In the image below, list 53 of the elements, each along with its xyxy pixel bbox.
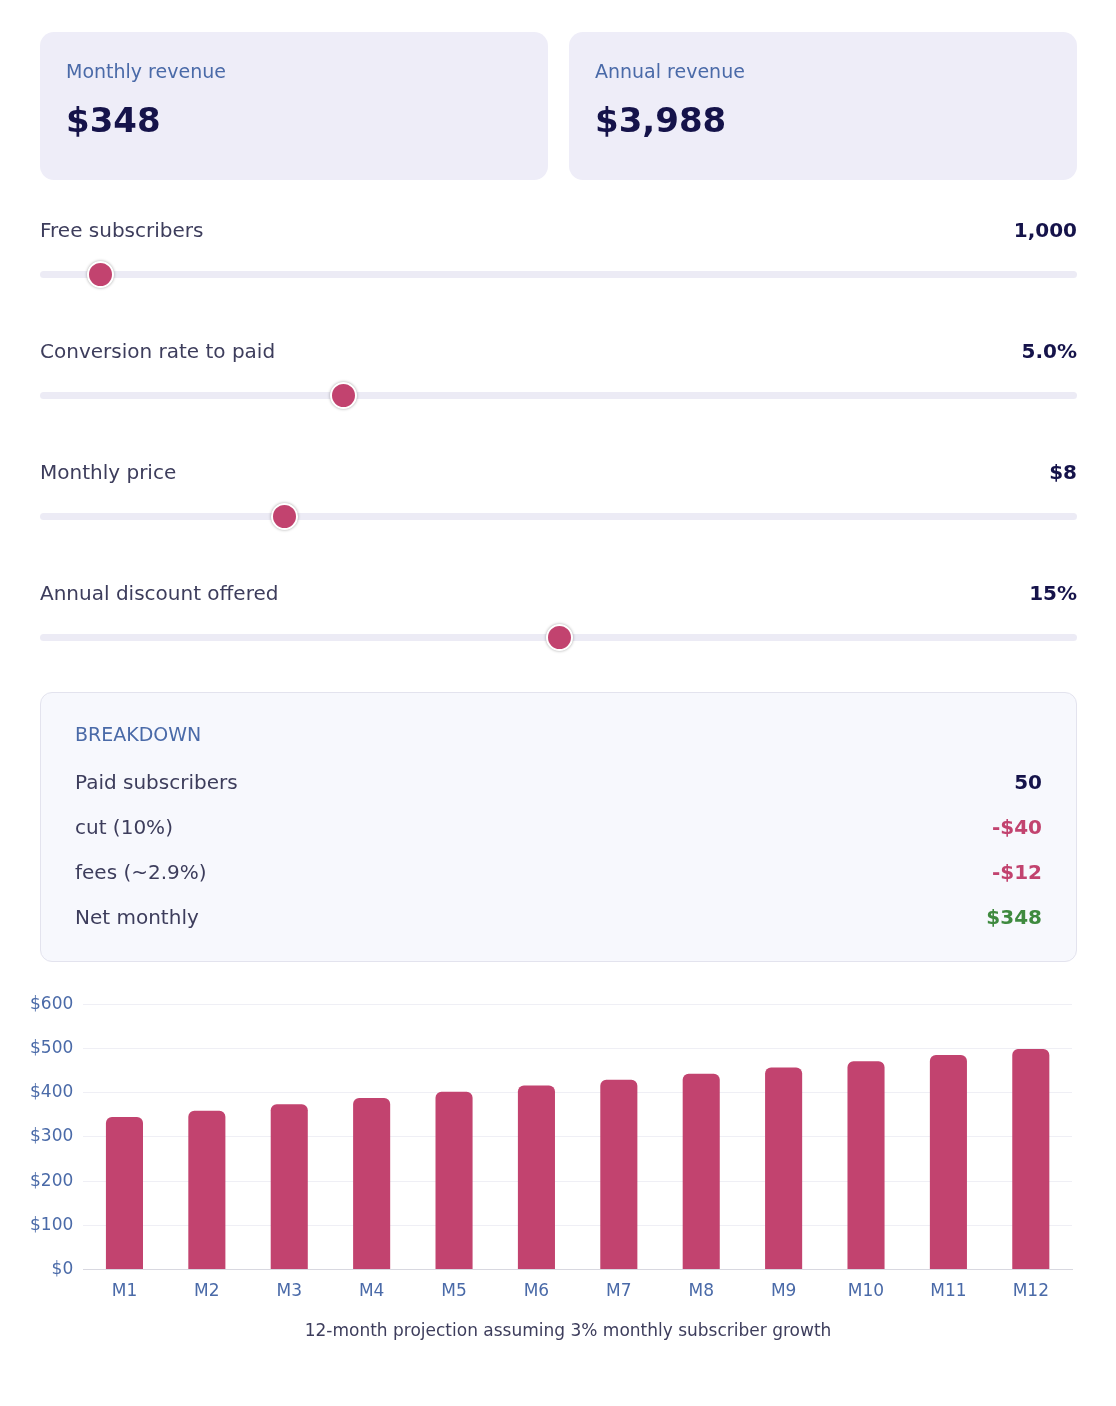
x-tick-label: M6 bbox=[523, 1280, 550, 1301]
category-label: Net monthly bbox=[75, 904, 199, 929]
category-label: Conversion rate to paid bbox=[40, 339, 276, 363]
category-label: cut (10%) bbox=[75, 814, 173, 839]
x-tick-label: M5 bbox=[441, 1280, 467, 1301]
y-tick-label: $0 bbox=[51, 1258, 74, 1279]
text: Annual revenue bbox=[595, 60, 746, 82]
bar bbox=[600, 1079, 638, 1270]
x-tick-label: M7 bbox=[606, 1280, 632, 1301]
text: Monthly revenue bbox=[66, 60, 227, 82]
category-label: Free subscribers bbox=[40, 218, 204, 242]
y-tick-label: $500 bbox=[30, 1036, 74, 1057]
y-tick-label: $400 bbox=[30, 1081, 74, 1102]
y-tick-label: $300 bbox=[30, 1125, 74, 1146]
y-tick-label: $200 bbox=[30, 1169, 74, 1190]
text: $348 bbox=[66, 100, 162, 140]
x-tick-label: M3 bbox=[276, 1280, 302, 1301]
bar bbox=[765, 1067, 803, 1270]
bar bbox=[435, 1091, 473, 1270]
category-label: Annual discount offered bbox=[40, 581, 279, 605]
bar bbox=[270, 1104, 308, 1270]
x-tick-label: M1 bbox=[111, 1280, 138, 1301]
text: $348 bbox=[986, 904, 1042, 929]
bar bbox=[847, 1061, 885, 1270]
bar bbox=[517, 1085, 555, 1270]
bar bbox=[1012, 1048, 1050, 1270]
text: 50 bbox=[1014, 769, 1042, 794]
bar bbox=[188, 1110, 226, 1270]
y-tick-label: $600 bbox=[30, 992, 74, 1013]
text: BREAKDOWN bbox=[75, 723, 203, 745]
x-tick-label: M8 bbox=[688, 1280, 714, 1301]
bar bbox=[353, 1097, 391, 1270]
text: -$40 bbox=[991, 814, 1042, 839]
text: 12-month projection assuming 3% monthly subscriber growth bbox=[303, 1320, 833, 1340]
x-tick-label: M10 bbox=[847, 1280, 885, 1301]
text: -$12 bbox=[991, 859, 1042, 884]
text: $3,988 bbox=[595, 100, 728, 140]
x-tick-label: M12 bbox=[1012, 1280, 1049, 1301]
y-tick-label: $100 bbox=[30, 1213, 74, 1234]
x-tick-label: M11 bbox=[930, 1280, 967, 1301]
text: 5.0% bbox=[1021, 339, 1077, 363]
x-tick-label: M2 bbox=[194, 1280, 220, 1301]
text: 15% bbox=[1029, 581, 1077, 605]
bar bbox=[105, 1116, 143, 1270]
bar bbox=[682, 1073, 720, 1270]
category-label: fees (~2.9%) bbox=[75, 859, 207, 884]
x-tick-label: M9 bbox=[770, 1280, 797, 1301]
text: $8 bbox=[1049, 460, 1077, 484]
category-label: Paid subscribers bbox=[75, 769, 238, 794]
bar bbox=[929, 1055, 967, 1270]
text: 1,000 bbox=[1013, 218, 1077, 242]
x-tick-label: M4 bbox=[358, 1280, 385, 1301]
category-label: Monthly price bbox=[40, 460, 177, 484]
